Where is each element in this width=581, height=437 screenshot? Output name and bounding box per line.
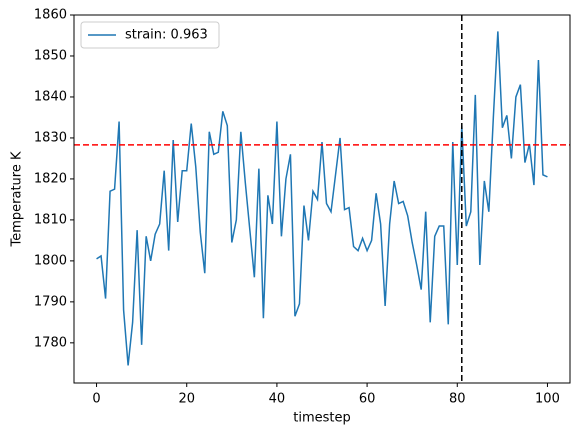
y-tick-label: 1820 bbox=[34, 171, 67, 186]
y-tick-label: 1840 bbox=[34, 89, 67, 104]
x-tick-label: 100 bbox=[535, 392, 560, 407]
y-tick-label: 1790 bbox=[34, 294, 67, 309]
y-axis-label: Temperature K bbox=[10, 151, 25, 247]
legend-label: strain: 0.963 bbox=[125, 28, 208, 43]
y-tick-label: 1810 bbox=[34, 212, 67, 227]
y-tick-label: 1830 bbox=[34, 130, 67, 145]
x-tick-label: 80 bbox=[449, 392, 466, 407]
y-tick-label: 1850 bbox=[34, 48, 67, 63]
x-tick-label: 0 bbox=[92, 392, 100, 407]
legend-box bbox=[80, 21, 220, 49]
y-tick-label: 1800 bbox=[34, 253, 67, 268]
line bbox=[96, 31, 548, 366]
x-axis-label: timestep bbox=[293, 411, 351, 426]
y-tick-label: 1780 bbox=[34, 335, 67, 350]
x-tick-label: 60 bbox=[359, 392, 376, 407]
plot-frame bbox=[73, 14, 571, 384]
x-tick-label: 20 bbox=[178, 392, 195, 407]
x-tick-label: 40 bbox=[269, 392, 286, 407]
y-tick-label: 1860 bbox=[34, 8, 67, 23]
